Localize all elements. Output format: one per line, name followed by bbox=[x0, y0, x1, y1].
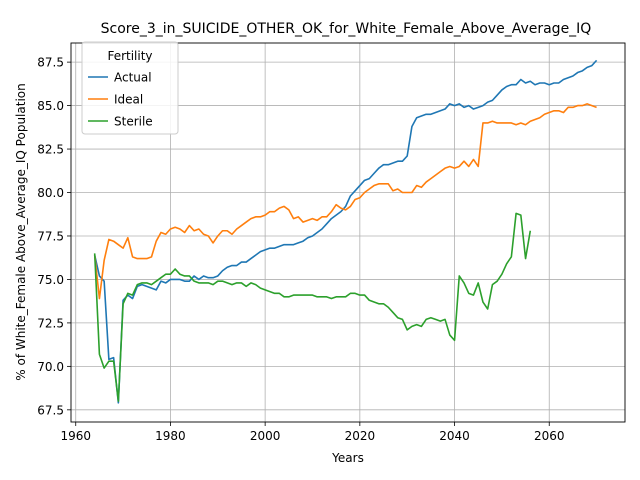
x-tick-label: 2040 bbox=[439, 429, 470, 443]
x-axis: 1960 1980 2000 2020 2040 2060 bbox=[60, 422, 565, 443]
y-tick-label: 87.5 bbox=[37, 56, 64, 70]
legend-label-actual: Actual bbox=[114, 71, 152, 85]
legend-label-ideal: Ideal bbox=[114, 93, 143, 107]
y-tick-label: 70.0 bbox=[37, 360, 64, 374]
x-tick-label: 2020 bbox=[345, 429, 376, 443]
legend: Fertility Actual Ideal Sterile bbox=[81, 41, 179, 135]
y-tick-label: 75.0 bbox=[37, 273, 64, 287]
grid-lines bbox=[71, 43, 625, 422]
series-line-ideal bbox=[93, 103, 597, 300]
chart-title: Score_3_in_SUICIDE_OTHER_OK_for_White_Fe… bbox=[101, 21, 592, 37]
y-axis: 67.5 70.0 72.5 75.0 77.5 80.0 82.5 85.0 87.5 bbox=[37, 56, 71, 417]
y-axis-label: % of White_Female Above_Average_IQ Popul… bbox=[14, 83, 28, 380]
x-tick-label: 1980 bbox=[155, 429, 186, 443]
legend-box bbox=[81, 41, 179, 135]
y-tick-label: 85.0 bbox=[37, 99, 64, 113]
series-line-sterile bbox=[93, 212, 532, 402]
series-line-actual bbox=[93, 59, 598, 404]
x-tick-label: 2000 bbox=[250, 429, 281, 443]
legend-title: Fertility bbox=[107, 49, 152, 63]
y-tick-label: 72.5 bbox=[37, 316, 64, 330]
y-tick-label: 77.5 bbox=[37, 229, 64, 243]
x-tick-label: 1960 bbox=[60, 429, 91, 443]
y-tick-label: 82.5 bbox=[37, 143, 64, 157]
y-tick-label: 80.0 bbox=[37, 186, 64, 200]
y-tick-label: 67.5 bbox=[37, 403, 64, 417]
legend-label-sterile: Sterile bbox=[114, 115, 153, 129]
series-layer bbox=[93, 59, 598, 404]
plot-frame bbox=[70, 42, 626, 423]
x-axis-label: Years bbox=[331, 451, 364, 465]
x-tick-label: 2060 bbox=[534, 429, 565, 443]
